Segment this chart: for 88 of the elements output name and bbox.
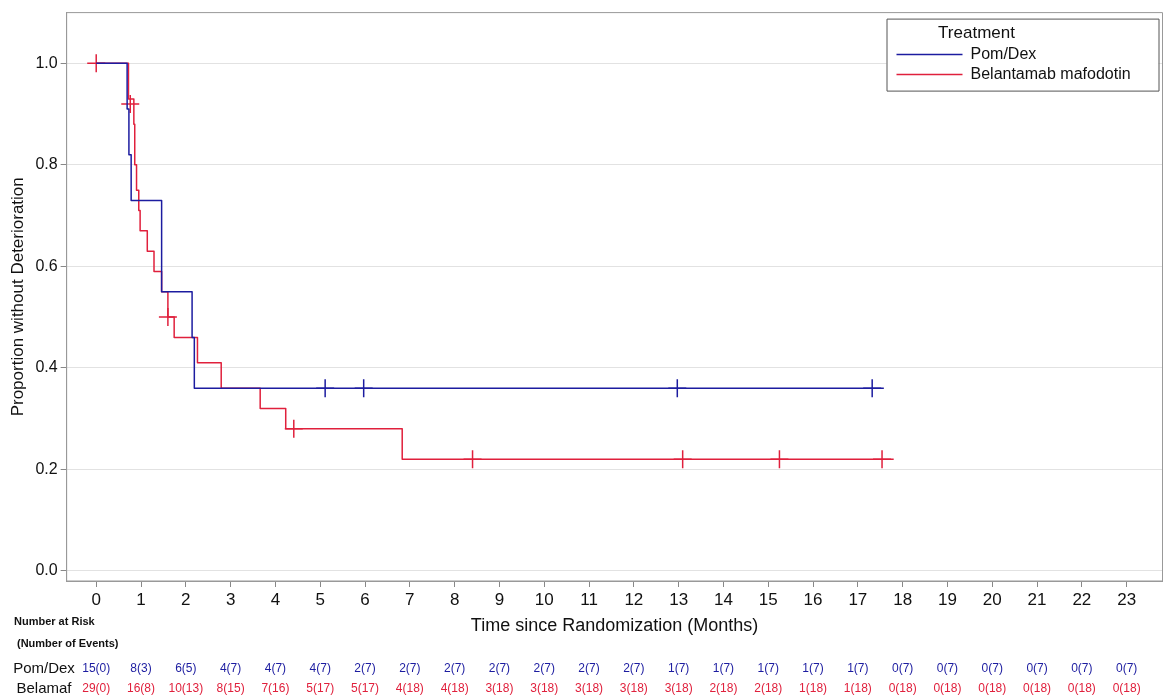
y-tick-label: 0.8 <box>35 155 58 173</box>
text: 3(18) <box>530 681 559 695</box>
text: 4(7) <box>219 661 242 676</box>
text: 0(7) <box>936 661 959 676</box>
x-tick-label: 14 <box>713 589 733 609</box>
y-tick-label: 0.6 <box>35 256 58 274</box>
text: 1(18) <box>799 681 828 695</box>
y-tick-label: 0.0 <box>35 561 58 579</box>
x-axis-title: Time since Randomization (Months) <box>470 615 759 636</box>
text: 1(7) <box>802 661 824 676</box>
x-tick-label: 16 <box>803 589 823 609</box>
x-tick-label: 9 <box>494 589 505 609</box>
y-axis-title: Proportion without Deterioration <box>7 177 27 417</box>
x-tick-label: 17 <box>848 589 868 609</box>
x-tick-label: 0 <box>91 589 101 609</box>
x-tick-label: 23 <box>1117 589 1137 609</box>
text: 2(7) <box>623 661 645 676</box>
text: 15(0) <box>82 661 111 676</box>
text: 3(18) <box>485 681 514 695</box>
text: 2(7) <box>578 661 600 676</box>
text: 0(7) <box>1115 661 1138 676</box>
text: 2(7) <box>488 661 511 676</box>
text: 0(18) <box>978 681 1007 695</box>
text: 0(7) <box>981 661 1003 676</box>
text: 29(0) <box>82 681 111 695</box>
text: 4(7) <box>264 661 287 676</box>
text: 3(18) <box>575 681 604 695</box>
text: 3(18) <box>619 681 648 695</box>
x-tick-label: 15 <box>758 589 778 609</box>
x-tick-label: 20 <box>982 589 1002 609</box>
x-tick-label: 10 <box>534 589 554 609</box>
x-tick-label: 8 <box>449 589 460 609</box>
x-tick-label: 2 <box>181 589 191 609</box>
text: 4(7) <box>309 661 331 676</box>
text: 1(7) <box>847 661 869 676</box>
x-tick-label: 18 <box>893 589 913 609</box>
text: 3(18) <box>664 681 693 695</box>
text: Pom/Dex <box>13 659 76 677</box>
y-tick-label: 1.0 <box>35 53 58 71</box>
text: 2(7) <box>533 661 555 676</box>
legend-title: Treatment <box>938 23 1016 43</box>
text: 2(7) <box>354 661 376 676</box>
text: 1(18) <box>843 681 872 695</box>
text: 5(17) <box>351 681 380 695</box>
x-tick-label: 13 <box>669 589 689 609</box>
text: 0(18) <box>1112 681 1141 695</box>
text: 2(7) <box>443 661 466 676</box>
x-tick-label: 21 <box>1027 589 1047 609</box>
y-tick-label: 0.4 <box>35 358 58 376</box>
text: 4(18) <box>395 681 424 695</box>
text: 6(5) <box>175 661 197 676</box>
legend-label: Pom/Dex <box>970 45 1037 63</box>
text: Number at Risk <box>14 615 96 628</box>
x-tick-label: 22 <box>1072 589 1092 609</box>
text: 1(7) <box>712 661 735 676</box>
text: 8(15) <box>216 681 245 695</box>
y-tick-label: 0.2 <box>35 459 58 477</box>
text: 10(13) <box>168 681 204 695</box>
text: 0(18) <box>1023 681 1052 695</box>
text: 2(18) <box>754 681 783 695</box>
text: 0(18) <box>1067 681 1096 695</box>
text: Belamaf <box>16 679 73 695</box>
legend-label: Belantamab mafodotin <box>970 65 1131 83</box>
x-tick-label: 5 <box>315 589 325 609</box>
x-tick-label: 1 <box>136 589 146 609</box>
text: 0(18) <box>888 681 917 695</box>
text: 2(7) <box>399 661 421 676</box>
point <box>120 94 141 114</box>
x-tick-label: 3 <box>225 589 236 609</box>
text: 16(8) <box>127 681 156 695</box>
text: 0(18) <box>933 681 962 695</box>
text: 4(18) <box>440 681 469 695</box>
text: 8(3) <box>130 661 152 676</box>
text: 1(7) <box>667 661 690 676</box>
text: 2(18) <box>709 681 738 695</box>
text: (Number of Events) <box>17 637 119 650</box>
text: 5(17) <box>306 681 335 695</box>
text: 0(7) <box>1071 661 1093 676</box>
text: 7(16) <box>261 681 290 695</box>
text: 1(7) <box>757 661 779 676</box>
x-tick-label: 6 <box>360 589 370 609</box>
text: 0(7) <box>1026 661 1048 676</box>
x-tick-label: 11 <box>580 589 598 609</box>
x-tick-label: 4 <box>270 589 281 609</box>
x-tick-label: 19 <box>937 589 957 609</box>
x-tick-label: 7 <box>405 589 415 609</box>
text: 0(7) <box>891 661 914 676</box>
x-tick-label: 12 <box>624 589 644 609</box>
